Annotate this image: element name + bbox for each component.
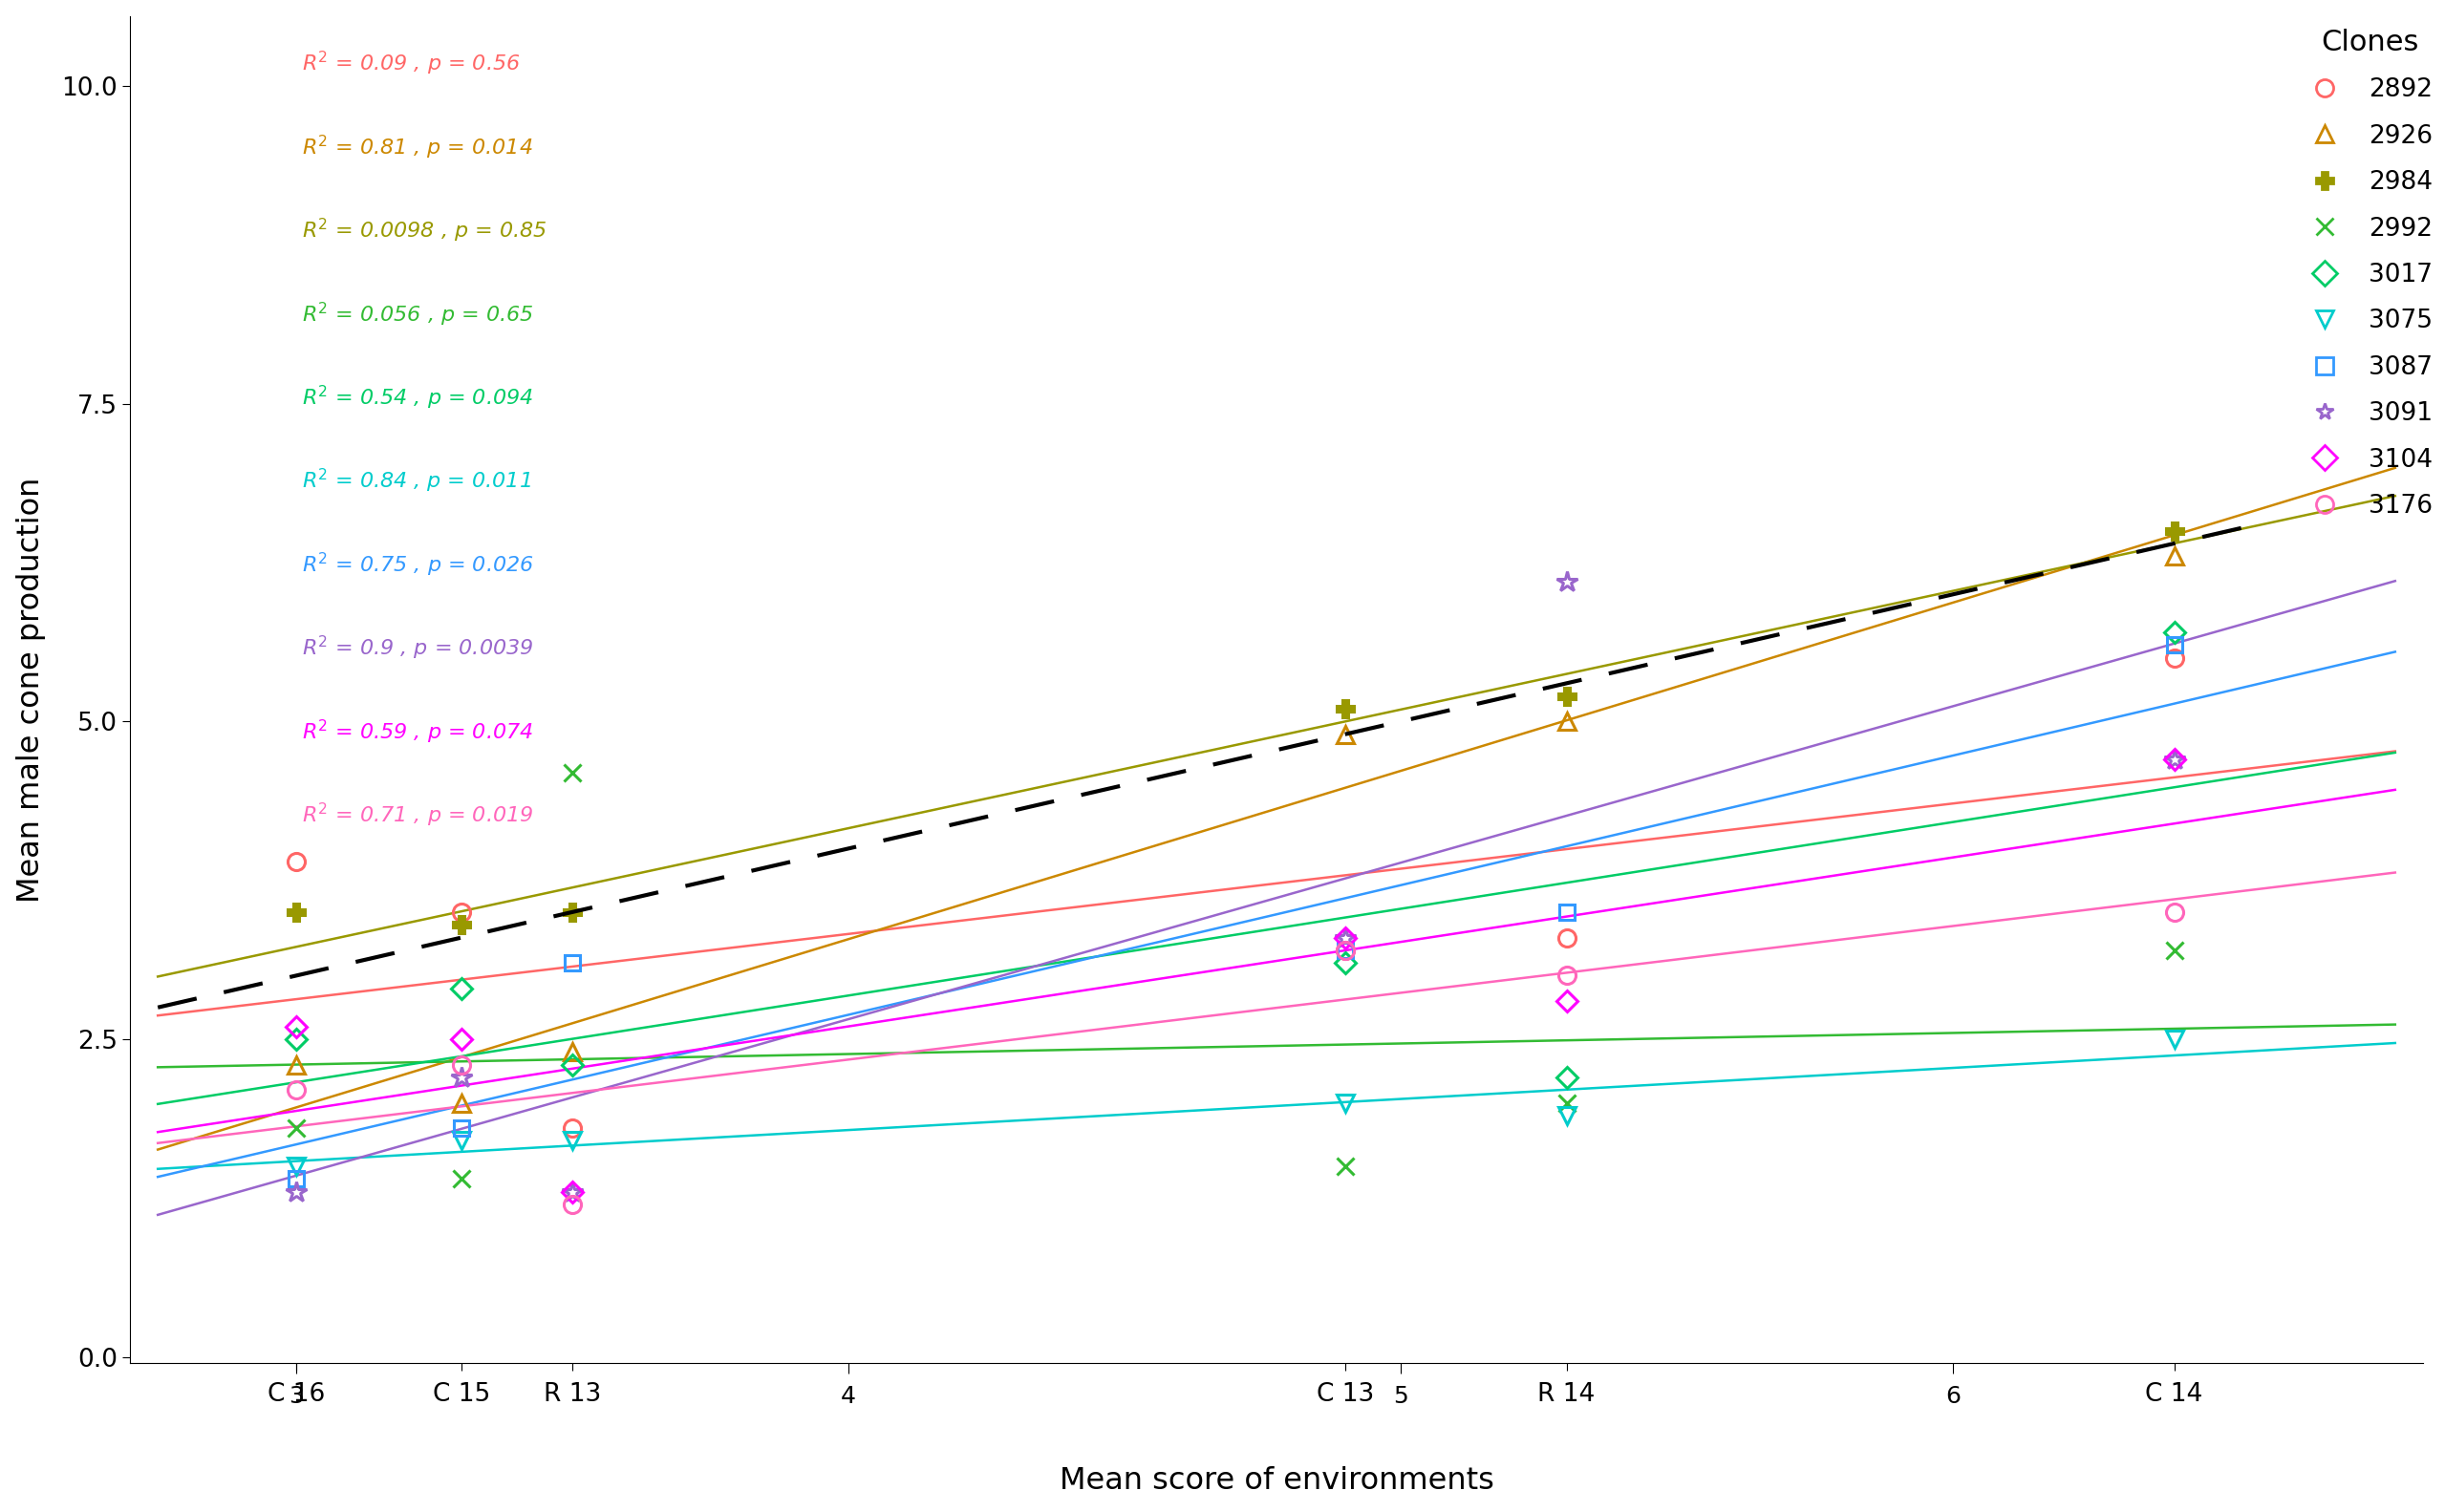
Text: $R^2$ = 0.81 , $p$ = 0.014: $R^2$ = 0.81 , $p$ = 0.014: [303, 133, 533, 162]
Text: $R^2$ = 0.056 , $p$ = 0.65: $R^2$ = 0.056 , $p$ = 0.65: [303, 301, 533, 328]
Y-axis label: Mean male cone production: Mean male cone production: [17, 476, 46, 903]
Text: $R^2$ = 0.71 , $p$ = 0.019: $R^2$ = 0.71 , $p$ = 0.019: [303, 801, 533, 830]
Text: $R^2$ = 0.09 , $p$ = 0.56: $R^2$ = 0.09 , $p$ = 0.56: [303, 50, 521, 77]
Text: $R^2$ = 0.75 , $p$ = 0.026: $R^2$ = 0.75 , $p$ = 0.026: [303, 550, 533, 579]
X-axis label: Mean score of environments: Mean score of environments: [1059, 1467, 1494, 1495]
Text: $R^2$ = 0.84 , $p$ = 0.011: $R^2$ = 0.84 , $p$ = 0.011: [303, 467, 531, 496]
Legend: 2892, 2926, 2984, 2992, 3017, 3075, 3087, 3091, 3104, 3176: 2892, 2926, 2984, 2992, 3017, 3075, 3087…: [2306, 29, 2433, 519]
Text: $R^2$ = 0.0098 , $p$ = 0.85: $R^2$ = 0.0098 , $p$ = 0.85: [303, 216, 548, 245]
Text: $R^2$ = 0.9 , $p$ = 0.0039: $R^2$ = 0.9 , $p$ = 0.0039: [303, 635, 533, 662]
Text: $R^2$ = 0.59 , $p$ = 0.074: $R^2$ = 0.59 , $p$ = 0.074: [303, 718, 533, 745]
Text: $R^2$ = 0.54 , $p$ = 0.094: $R^2$ = 0.54 , $p$ = 0.094: [303, 384, 533, 411]
